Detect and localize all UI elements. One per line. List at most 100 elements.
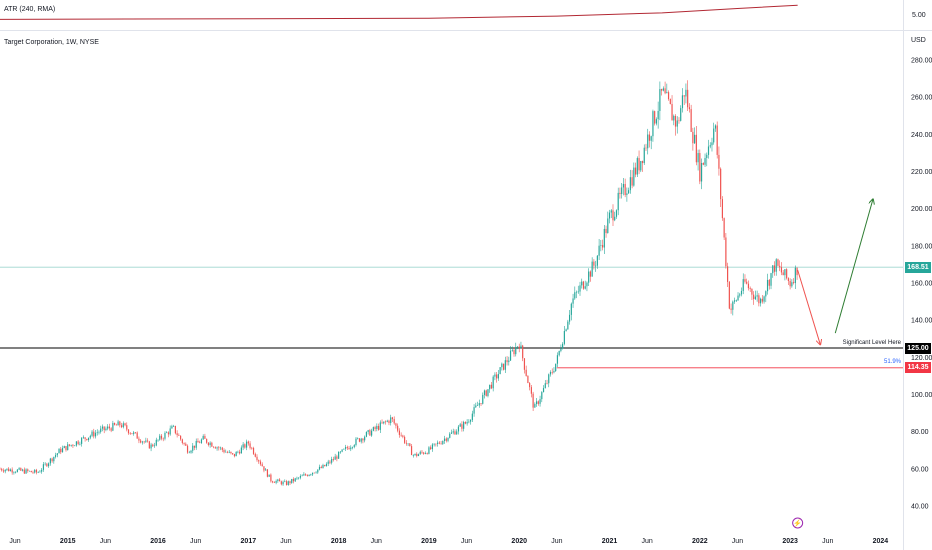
- candle-body: [360, 438, 362, 442]
- candle-body: [81, 438, 83, 444]
- candle-body: [21, 469, 24, 471]
- candle-body: [143, 441, 145, 443]
- candle-body: [563, 331, 565, 344]
- candle-body: [322, 464, 324, 468]
- candle-body: [716, 125, 718, 155]
- candle-body: [775, 259, 777, 272]
- candle-body: [761, 298, 763, 302]
- fib-level-label: 51.9%: [884, 359, 902, 365]
- x-tick-label: Jun: [732, 538, 743, 545]
- candle-body: [16, 469, 18, 473]
- atr-indicator-pane: ATR (240, RMA) 5.00: [0, 0, 932, 30]
- candle-body: [638, 158, 640, 171]
- x-tick-label: 2023: [782, 538, 798, 545]
- candle-body: [485, 390, 487, 396]
- candle-body: [410, 446, 413, 456]
- candle-body: [673, 115, 675, 121]
- candle-body: [508, 360, 510, 363]
- candle-body: [303, 474, 305, 476]
- candle-body: [186, 445, 189, 453]
- candle-body: [341, 449, 343, 452]
- candle-body: [223, 449, 225, 453]
- candle-body: [567, 321, 569, 330]
- candle-body: [584, 286, 586, 289]
- candle-body: [305, 474, 307, 476]
- candle-body: [794, 267, 796, 284]
- candle-body: [414, 453, 416, 456]
- candle-body: [317, 469, 319, 473]
- candle-body: [792, 282, 795, 284]
- candle-body: [629, 177, 631, 191]
- candle-body: [313, 472, 315, 474]
- candle-body: [746, 281, 748, 284]
- candle-body: [530, 387, 532, 394]
- candle-body: [155, 439, 157, 446]
- x-tick-label: Jun: [461, 538, 472, 545]
- candle-body: [634, 167, 637, 175]
- candle-body: [138, 438, 140, 441]
- candle-body: [343, 448, 345, 450]
- candle-body: [4, 469, 6, 472]
- candle-body: [176, 433, 178, 436]
- candle-body: [454, 431, 456, 435]
- candle-body: [315, 472, 317, 474]
- candle-body: [732, 301, 734, 310]
- candle-body: [664, 88, 666, 94]
- candle-body: [551, 372, 553, 373]
- candle-body: [379, 422, 381, 430]
- candle-body: [692, 131, 694, 144]
- candle-body: [282, 481, 284, 485]
- candle-body: [619, 192, 621, 195]
- candle-body: [516, 346, 519, 348]
- candle-body: [112, 423, 114, 431]
- candle-body: [245, 441, 248, 448]
- price-chart-pane[interactable]: Target Corporation, 1W, NYSE USD 280.00 2…: [0, 31, 932, 550]
- candle-body: [433, 443, 435, 445]
- candle-body: [539, 399, 541, 404]
- candle-body: [457, 426, 460, 432]
- x-tick-label: 2020: [511, 538, 527, 545]
- candle-body: [601, 245, 604, 248]
- candle-body: [32, 472, 34, 473]
- candle-body: [553, 371, 555, 373]
- candle-body: [190, 450, 192, 453]
- candle-body: [58, 448, 60, 454]
- candle-body: [397, 425, 399, 431]
- x-tick-label: Jun: [551, 538, 562, 545]
- y-tick-label: 160.00: [911, 281, 932, 288]
- candle-body: [435, 443, 437, 445]
- projection-arrow: [797, 269, 821, 344]
- candle-body: [796, 267, 798, 276]
- candle-body: [655, 119, 658, 124]
- candle-body: [786, 269, 788, 279]
- candle-body: [167, 432, 170, 435]
- candle-body: [219, 447, 222, 449]
- candle-body: [331, 458, 333, 463]
- candles-group: [0, 80, 798, 486]
- candle-body: [398, 430, 401, 435]
- candle-body: [369, 430, 371, 436]
- candle-body: [173, 425, 175, 427]
- candle-body: [206, 438, 208, 443]
- price-plot[interactable]: 280.00 260.00 240.00 220.00 200.00 180.00 160.…: [0, 31, 932, 550]
- candle-body: [449, 433, 451, 438]
- candle-body: [252, 447, 255, 454]
- candle-body: [400, 434, 402, 436]
- candle-body: [225, 451, 227, 453]
- candle-body: [574, 292, 576, 299]
- candle-body: [666, 92, 668, 94]
- candle-body: [74, 445, 76, 447]
- pane-divider[interactable]: [0, 30, 932, 31]
- candle-body: [101, 426, 104, 429]
- candle-body: [235, 451, 237, 457]
- candle-body: [200, 439, 203, 443]
- candle-body: [617, 192, 619, 211]
- candle-body: [612, 210, 614, 221]
- candle-body: [667, 92, 670, 100]
- candle-body: [141, 441, 143, 443]
- candle-body: [714, 125, 717, 129]
- candle-body: [28, 470, 31, 472]
- candle-body: [381, 422, 383, 424]
- candle-body: [285, 481, 288, 485]
- candle-body: [502, 363, 505, 370]
